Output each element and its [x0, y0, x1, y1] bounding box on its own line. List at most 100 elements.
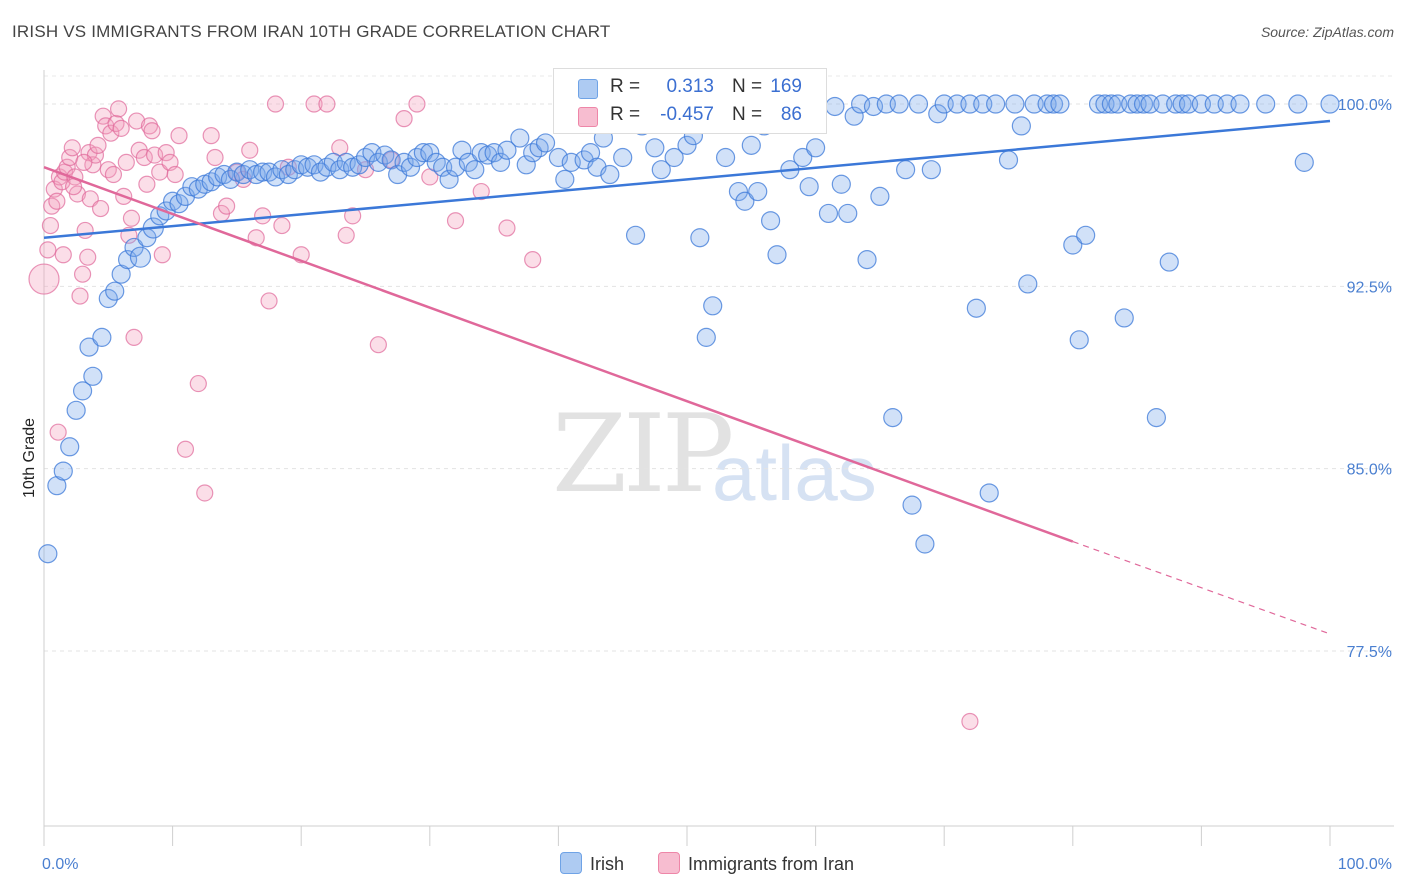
irish-point	[1146, 408, 1166, 428]
iran-point	[344, 207, 362, 225]
irish-point	[1294, 152, 1314, 172]
irish-point	[921, 160, 941, 180]
irish-point	[651, 160, 671, 180]
iran-point	[170, 127, 188, 145]
irish-point	[831, 174, 851, 194]
irish-point	[760, 211, 781, 231]
bottom-legend-iran: Immigrants from Iran	[658, 852, 854, 875]
irish-point	[1159, 252, 1179, 272]
iran-point	[94, 107, 112, 125]
y-tick-label: 85.0%	[1347, 462, 1392, 479]
irish-point	[1063, 235, 1083, 255]
irish-point	[490, 152, 511, 172]
irish-point	[966, 298, 986, 318]
bottom-iran-label: Immigrants from Iran	[688, 854, 855, 874]
iran-point	[125, 328, 143, 346]
iran-point	[71, 287, 89, 305]
y-tick-label: 92.5%	[1347, 279, 1392, 296]
irish-n-value: 169	[770, 76, 802, 97]
irish-point	[696, 327, 716, 347]
iran-point	[54, 246, 72, 264]
irish-point	[38, 544, 58, 564]
irish-point	[1076, 225, 1096, 245]
irish-point	[510, 128, 530, 148]
iran-point	[122, 209, 141, 227]
bottom-iran-swatch	[658, 852, 680, 874]
irish-r-label: R =	[610, 76, 641, 97]
iran-point	[337, 226, 355, 244]
irish-point	[902, 495, 922, 515]
irish-point	[805, 138, 826, 158]
irish-point	[420, 143, 440, 163]
iran-point	[202, 127, 220, 145]
iran-point	[318, 95, 336, 113]
x-tick-label-end: 100.0%	[1338, 856, 1392, 873]
iran-point	[305, 95, 323, 113]
irish-point	[465, 160, 485, 180]
irish-point	[915, 534, 935, 554]
irish-point	[741, 135, 761, 155]
bottom-irish-swatch	[560, 852, 582, 874]
irish-swatch	[578, 79, 598, 99]
iran-r-value: -0.457	[660, 104, 714, 125]
irish-point	[715, 147, 736, 168]
irish-r-value: 0.313	[666, 76, 714, 97]
irish-point	[1320, 94, 1340, 114]
irish-point	[555, 169, 575, 189]
legend-row-iran: R = -0.457 N = 86	[554, 101, 826, 129]
irish-point	[1011, 116, 1031, 136]
irish-point	[748, 181, 768, 202]
irish-point	[883, 408, 903, 428]
iran-point	[189, 374, 207, 393]
y-tick-label: 100.0%	[1338, 97, 1392, 114]
irish-point	[117, 250, 138, 270]
irish-point	[400, 157, 421, 177]
iran-point	[43, 197, 61, 215]
irish-point	[92, 327, 112, 347]
iran-point	[157, 144, 175, 162]
iran-point	[176, 440, 195, 458]
irish-point	[664, 147, 684, 168]
irish-point	[253, 162, 273, 182]
iran-point	[196, 484, 214, 502]
irish-point	[896, 160, 916, 180]
irish-point	[349, 155, 369, 175]
irish-point	[220, 169, 241, 189]
irish-point	[516, 155, 536, 175]
iran-point	[140, 117, 159, 135]
irish-point	[1172, 94, 1192, 114]
irish-point	[799, 177, 819, 197]
irish-point	[413, 143, 433, 163]
iran-point	[79, 248, 97, 266]
iran-point	[99, 161, 117, 179]
iran-n-label: N =	[732, 104, 763, 125]
iran-swatch	[578, 107, 598, 127]
irish-point	[825, 96, 845, 117]
irish-point	[79, 337, 99, 357]
irish-point	[1114, 308, 1134, 328]
irish-point	[1288, 94, 1308, 114]
stats-legend: R = 0.313 N = 169 R = -0.457 N = 86	[553, 68, 827, 134]
iran-point	[498, 219, 516, 237]
iran-point	[48, 192, 66, 210]
irish-point	[793, 147, 813, 168]
irish-point	[928, 104, 948, 124]
irish-point	[83, 366, 103, 386]
bottom-legend-irish: Irish	[560, 852, 624, 875]
iran-point	[138, 175, 156, 193]
irish-point	[1043, 94, 1064, 114]
iran-point	[39, 241, 57, 259]
irish-trend-line	[43, 119, 1331, 239]
irish-point	[1230, 94, 1250, 114]
irish-point	[105, 281, 125, 301]
iran-point	[524, 251, 542, 269]
legend-row-irish: R = 0.313 N = 169	[554, 73, 826, 101]
iran-point	[49, 423, 67, 441]
irish-point	[857, 250, 877, 270]
iran-point	[143, 122, 161, 140]
iran-point	[109, 100, 128, 118]
iran-n-value: 86	[780, 104, 802, 125]
iran-point	[107, 114, 125, 133]
irish-point	[60, 437, 80, 457]
irish-point	[445, 157, 466, 177]
